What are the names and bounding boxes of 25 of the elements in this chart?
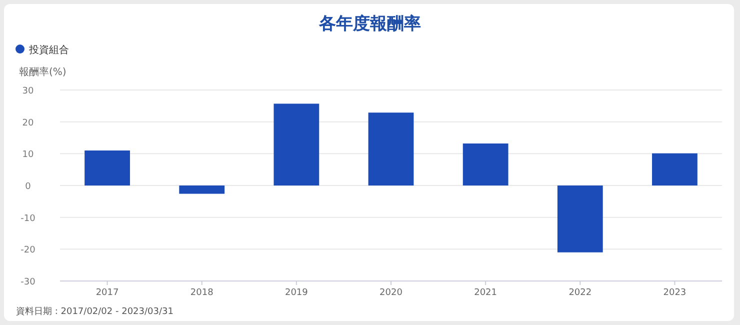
y-tick-label: -20: [20, 246, 36, 256]
x-tick-label: 2023: [663, 288, 686, 298]
bar: [462, 143, 508, 186]
legend-label: 投資組合: [28, 44, 69, 56]
y-tick-label: 20: [22, 118, 34, 128]
bar: [368, 112, 414, 186]
text: 資料日期 : 2017/02/02 - 2023/03/31: [16, 306, 174, 317]
y-tick-label: -10: [20, 214, 36, 224]
y-tick-label: 0: [25, 182, 32, 192]
bar: [557, 186, 603, 252]
y-tick-label: -30: [20, 278, 36, 288]
x-tick-label: 2020: [380, 288, 403, 298]
x-tick-label: 2017: [96, 288, 119, 298]
bar: [652, 153, 698, 186]
x-tick-label: 2022: [568, 288, 592, 298]
x-tick-label: 2021: [474, 288, 498, 298]
y-axis-title: 報酬率(%): [19, 66, 66, 78]
y-tick-label: 10: [22, 150, 34, 160]
x-tick-label: 2019: [284, 288, 308, 298]
bar: [84, 150, 130, 186]
x-tick-label: 2018: [190, 288, 214, 298]
bar: [274, 104, 320, 186]
bar: [179, 186, 225, 194]
y-tick-label: 30: [22, 86, 34, 96]
chart-title: 各年度報酬率: [318, 14, 421, 34]
